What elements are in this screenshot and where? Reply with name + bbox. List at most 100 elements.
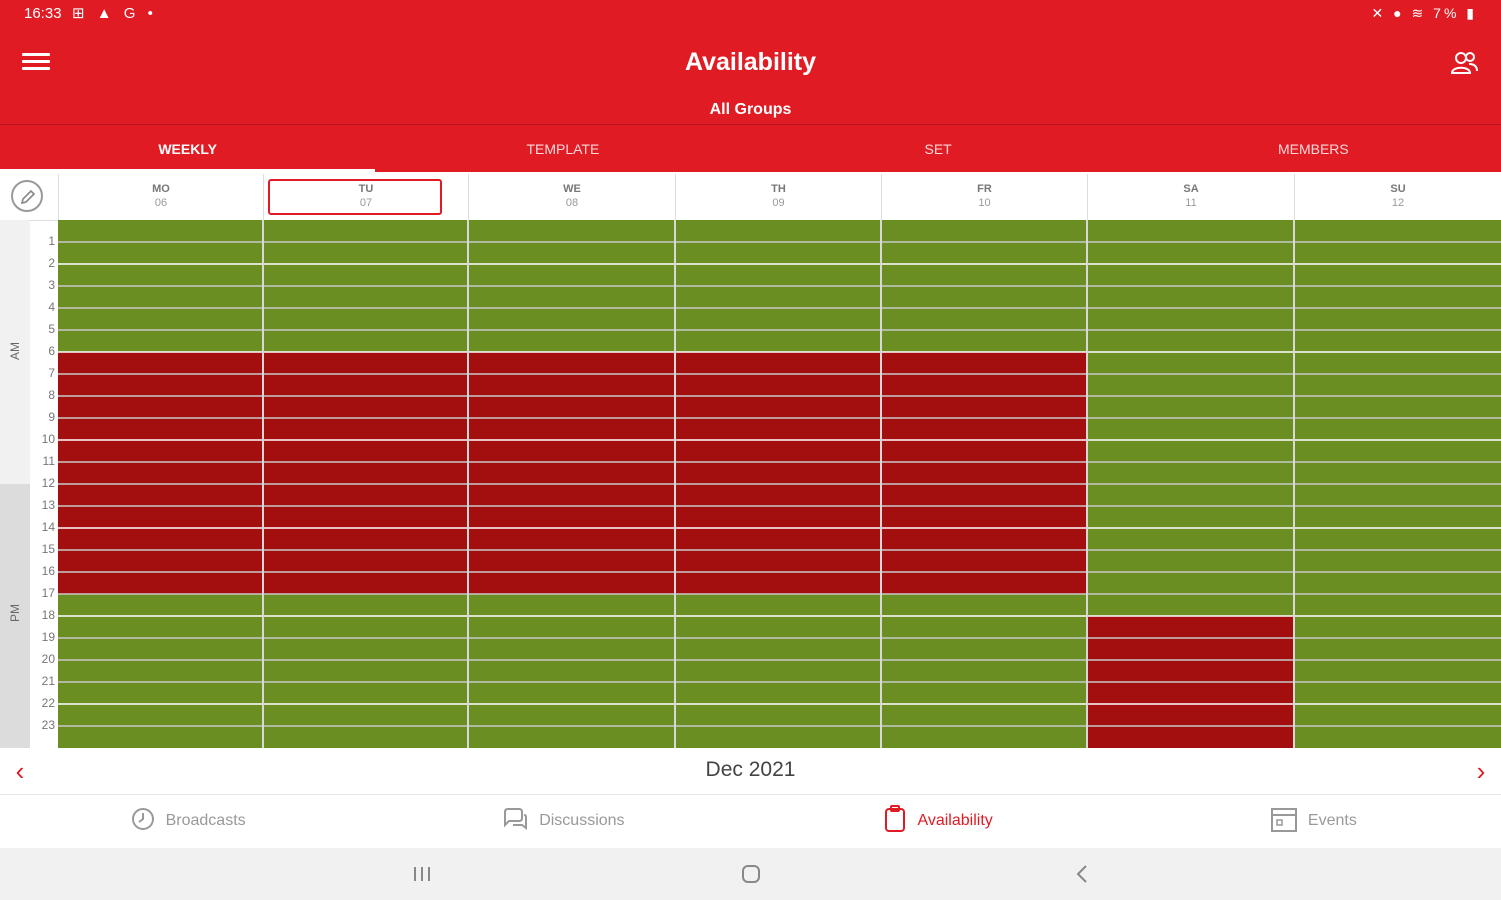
day-name: MO — [152, 183, 170, 195]
recent-apps-icon[interactable] — [408, 862, 438, 886]
nav-broadcasts[interactable]: Broadcasts — [0, 795, 375, 847]
system-navigation-bar — [0, 848, 1501, 900]
am-section: AM — [0, 220, 30, 484]
day-date: 09 — [772, 197, 785, 209]
day-header-we[interactable]: WE 08 — [468, 174, 675, 220]
availability-grid[interactable] — [58, 220, 1501, 748]
hour-label: 15 — [41, 542, 55, 556]
mute-icon: ✕ — [1371, 5, 1387, 21]
day-name: WE — [563, 183, 581, 195]
status-time: 16:33 — [24, 5, 62, 22]
hour-labels: 1 2 3 4 5 6 7 8 9 10 11 12 13 14 15 16 17 18 19 20 21 22 23 — [30, 220, 58, 748]
period-sidebar: AM PM — [0, 220, 30, 748]
pm-section: PM — [0, 484, 30, 748]
hour-label: 3 — [48, 278, 55, 292]
group-selector[interactable]: All Groups — [709, 101, 792, 118]
month-label: Dec 2021 — [705, 758, 796, 781]
day-date: 08 — [565, 197, 579, 209]
battery-text: 7% — [1433, 5, 1460, 21]
day-header-row: MO 06 TU 07 WE 08 TH 09 FR 10 SA 11 SU 12 — [0, 174, 1501, 221]
home-icon[interactable] — [737, 862, 767, 886]
day-header-th[interactable]: TH 09 — [675, 174, 881, 220]
nav-availability[interactable]: Availability — [751, 795, 1126, 847]
unavailable-block-th[interactable] — [675, 352, 881, 594]
hour-label: 14 — [41, 520, 55, 534]
hour-label: 12 — [41, 476, 55, 490]
battery-icon: ▮ — [1466, 5, 1477, 21]
day-name: SA — [1183, 183, 1199, 195]
day-date: 10 — [978, 197, 991, 209]
wifi-icon: ≋ — [1411, 5, 1427, 21]
page-title: Availability — [684, 48, 817, 76]
app-bar: 16:33 ⊞ ▲ G • ✕ ● ≋ 7% ▮ Availability Al… — [0, 0, 1501, 172]
hour-label: 21 — [41, 674, 55, 688]
tab-set[interactable]: SET — [924, 141, 952, 157]
day-date: 06 — [154, 197, 168, 209]
day-name: SU — [1390, 183, 1406, 195]
hour-label: 5 — [48, 322, 55, 336]
status-bar: 16:33 ⊞ ▲ G • ✕ ● ≋ 7% ▮ — [0, 0, 1501, 30]
hour-label: 18 — [41, 608, 55, 622]
hour-label: 23 — [41, 718, 55, 732]
day-name: TU — [358, 183, 374, 195]
day-header-mo[interactable]: MO 06 — [58, 174, 263, 220]
day-date: 11 — [1185, 197, 1197, 209]
hour-label: 2 — [48, 256, 55, 270]
hour-label: 10 — [41, 432, 55, 446]
chat-bubbles-icon — [501, 806, 529, 837]
clock-icon — [130, 806, 156, 837]
tab-bar: WEEKLY TEMPLATE SET MEMBERS — [0, 126, 1501, 172]
menu-icon[interactable] — [22, 50, 50, 76]
day-name: FR — [977, 183, 992, 195]
date-navigator: ‹ Dec 2021 › — [0, 748, 1501, 795]
status-right: ✕ ● ≋ 7% ▮ — [1372, 5, 1477, 22]
nav-discussions[interactable]: Discussions — [375, 795, 750, 847]
hour-label: 1 — [48, 234, 55, 248]
calendar-icon — [1270, 805, 1298, 838]
unavailable-block-tu[interactable] — [263, 352, 468, 594]
today-highlight — [268, 179, 442, 215]
unavailable-block-we[interactable] — [468, 352, 675, 594]
location-icon: ● — [1393, 5, 1405, 21]
unavailable-block-mo[interactable] — [58, 352, 263, 594]
prev-week-button[interactable]: ‹ — [15, 756, 25, 786]
nav-label: Discussions — [539, 812, 625, 829]
day-name: TH — [771, 183, 786, 195]
day-header-tu[interactable]: TU 07 — [263, 174, 468, 220]
hour-label: 16 — [41, 564, 55, 578]
nav-events[interactable]: Events — [1126, 795, 1501, 847]
pm-label: PM — [8, 604, 22, 622]
tab-weekly[interactable]: WEEKLY — [0, 126, 376, 172]
hour-label: 19 — [41, 630, 55, 644]
hour-label: 22 — [41, 696, 55, 710]
notification-icons: ⊞ ▲ G • — [72, 5, 157, 22]
back-icon[interactable] — [1068, 862, 1098, 886]
day-header-sa[interactable]: SA 11 — [1087, 174, 1294, 220]
clipboard-icon — [883, 804, 907, 838]
day-date: 12 — [1391, 197, 1405, 209]
members-icon[interactable] — [1449, 50, 1481, 78]
hour-label: 7 — [48, 366, 55, 380]
hour-label: 6 — [48, 344, 55, 358]
next-week-button[interactable]: › — [1476, 756, 1486, 786]
unavailable-block-sa[interactable] — [1087, 616, 1294, 748]
hour-label: 11 — [42, 454, 55, 468]
hour-label: 4 — [48, 300, 55, 314]
am-label: AM — [8, 342, 22, 360]
unavailable-block-fr[interactable] — [881, 352, 1087, 594]
hour-label: 13 — [41, 498, 55, 512]
nav-label: Events — [1307, 812, 1357, 829]
hour-label: 20 — [41, 652, 55, 666]
bottom-navigation: Broadcasts Discussions Availability Events — [0, 795, 1501, 847]
edit-icon[interactable] — [11, 180, 43, 212]
hour-label: 17 — [41, 586, 55, 600]
hour-label: 8 — [48, 388, 55, 402]
day-header-fr[interactable]: FR 10 — [881, 174, 1087, 220]
nav-label: Availability — [917, 812, 993, 829]
tab-template[interactable]: TEMPLATE — [526, 141, 600, 157]
nav-label: Broadcasts — [165, 812, 246, 829]
day-date: 07 — [359, 197, 373, 209]
tab-members[interactable]: MEMBERS — [1277, 141, 1349, 157]
day-header-su[interactable]: SU 12 — [1294, 174, 1501, 220]
hour-label: 9 — [48, 410, 55, 424]
